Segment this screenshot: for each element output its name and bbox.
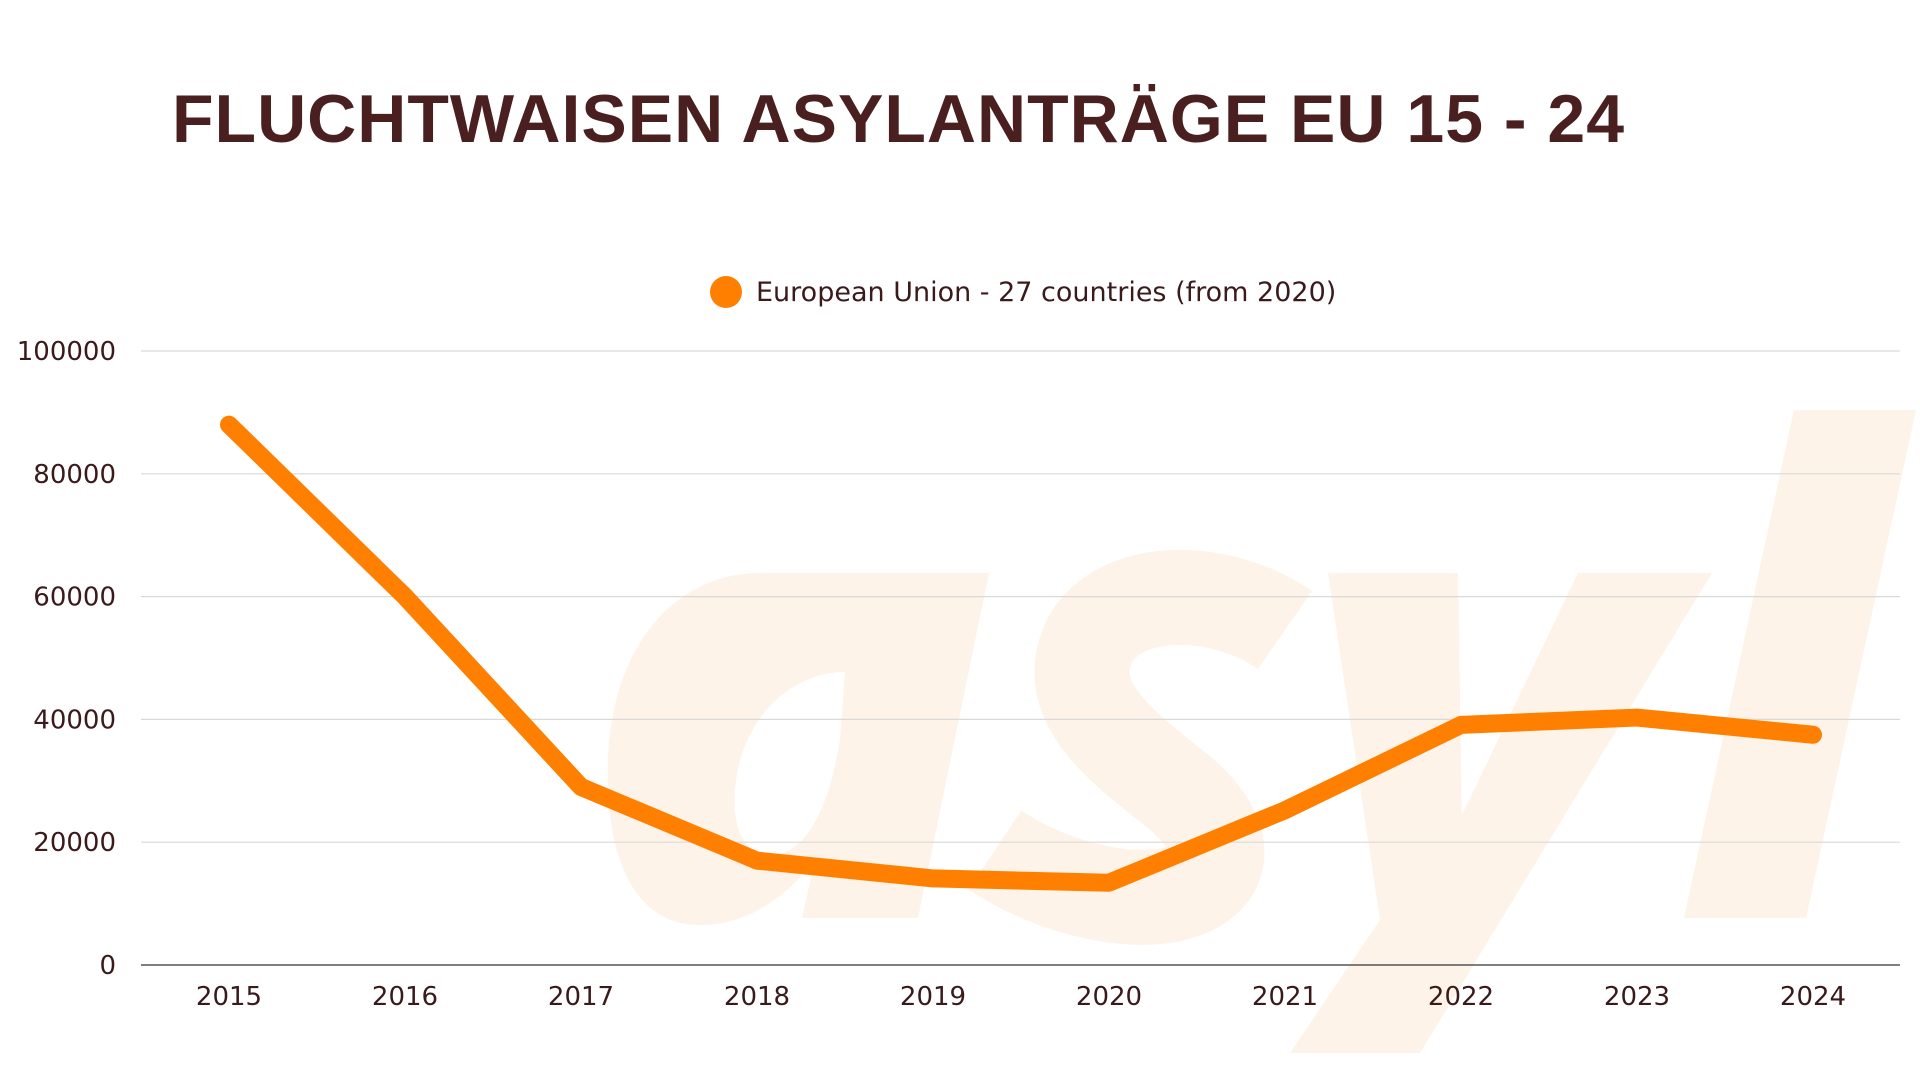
x-tick-label: 2024 [1780, 982, 1846, 1012]
y-tick-label: 60000 [33, 583, 116, 613]
y-tick-label: 20000 [33, 828, 116, 858]
x-tick-label: 2015 [196, 982, 262, 1012]
x-tick-label: 2023 [1604, 982, 1670, 1012]
x-tick-label: 2018 [724, 982, 790, 1012]
x-tick-label: 2020 [1076, 982, 1142, 1012]
legend: European Union - 27 countries (from 2020… [710, 276, 1336, 308]
x-tick-label: 2019 [900, 982, 966, 1012]
watermark-letter-s [968, 550, 1313, 945]
x-tick-label: 2022 [1428, 982, 1494, 1012]
series-line [220, 415, 1822, 892]
y-tick-label: 40000 [33, 705, 116, 735]
watermark-letter-y-right [1290, 573, 1712, 1053]
x-tick-label: 2021 [1252, 982, 1318, 1012]
watermark-letter-y-left [1328, 573, 1462, 920]
x-tick-label: 2016 [372, 982, 438, 1012]
x-tick-label: 2017 [548, 982, 614, 1012]
y-tick-label: 80000 [33, 460, 116, 490]
legend-label: European Union - 27 countries (from 2020… [756, 276, 1337, 308]
legend-marker-icon [710, 276, 742, 308]
watermark-letter-l [1684, 410, 1916, 918]
y-tick-label: 0 [99, 951, 116, 981]
chart-title: FLUCHTWAISEN ASYLANTRÄGE EU 15 - 24 [172, 81, 1626, 157]
y-tick-label: 100000 [17, 337, 116, 367]
